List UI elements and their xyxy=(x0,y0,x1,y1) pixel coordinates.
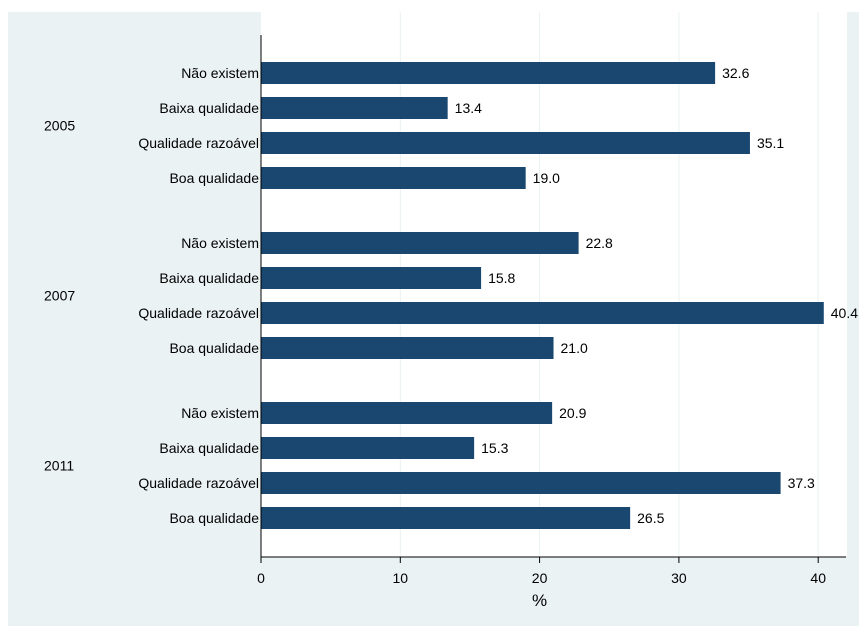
bar-2007-0 xyxy=(261,232,579,254)
category-label-2011-3: Boa qualidade xyxy=(169,510,259,526)
value-label-2007-0: 22.8 xyxy=(586,235,613,251)
value-label-2011-3: 26.5 xyxy=(637,510,664,526)
category-label-2005-0: Não existem xyxy=(181,65,259,81)
category-label-2007-3: Boa qualidade xyxy=(169,340,259,356)
category-labels: Não existem Baixa qualidade Qualidade razo… xyxy=(138,65,259,526)
group-label-2007: 2007 xyxy=(44,288,75,304)
group-label-2011: 2011 xyxy=(44,458,74,474)
category-label-2011-0: Não existem xyxy=(181,405,259,421)
category-label-2007-1: Baixa qualidade xyxy=(159,270,259,286)
category-label-2011-2: Qualidade razoável xyxy=(138,475,259,491)
category-label-2007-0: Não existem xyxy=(181,235,259,251)
bar-2005-2 xyxy=(261,132,750,154)
category-label-2005-1: Baixa qualidade xyxy=(159,100,259,116)
x-ticks: 0 10 20 30 40 xyxy=(257,557,826,586)
x-tick-label-10: 10 xyxy=(393,570,409,586)
axes xyxy=(260,35,847,558)
x-tick-label-30: 30 xyxy=(671,570,687,586)
bar-2005-1 xyxy=(261,97,448,119)
bar-2011-2 xyxy=(261,472,781,494)
value-label-2005-2: 35.1 xyxy=(757,135,784,151)
value-label-2011-0: 20.9 xyxy=(559,405,586,421)
category-label-2007-2: Qualidade razoável xyxy=(138,305,259,321)
category-label-2005-3: Boa qualidade xyxy=(169,170,259,186)
value-label-2007-1: 15.8 xyxy=(488,270,515,286)
bar-2007-3 xyxy=(261,337,554,359)
x-tick-label-40: 40 xyxy=(810,570,826,586)
x-tick-label-0: 0 xyxy=(257,570,265,586)
x-axis-label: % xyxy=(532,591,547,610)
value-label-2007-2: 40.4 xyxy=(831,305,858,321)
group-labels: 2005 2007 2011 xyxy=(44,118,75,474)
bar-2007-2 xyxy=(261,302,824,324)
bar-2011-1 xyxy=(261,437,475,459)
bar-2011-0 xyxy=(261,402,553,424)
bars xyxy=(261,62,824,529)
group-label-2005: 2005 xyxy=(44,118,75,134)
value-label-2011-1: 15.3 xyxy=(481,440,508,456)
category-label-2011-1: Baixa qualidade xyxy=(159,440,259,456)
value-labels: 32.6 13.4 35.1 19.0 22.8 15.8 40.4 21.0 20.9 15.3… xyxy=(455,65,859,526)
value-label-2005-1: 13.4 xyxy=(455,100,482,116)
bar-2007-1 xyxy=(261,267,482,289)
value-label-2005-3: 19.0 xyxy=(533,170,560,186)
bar-2011-3 xyxy=(261,507,631,529)
x-tick-label-20: 20 xyxy=(532,570,548,586)
value-label-2011-2: 37.3 xyxy=(788,475,815,491)
category-label-2005-2: Qualidade razoável xyxy=(138,135,259,151)
value-label-2005-0: 32.6 xyxy=(722,65,749,81)
bar-2005-3 xyxy=(261,167,526,189)
value-label-2007-3: 21.0 xyxy=(561,340,588,356)
bar-2005-0 xyxy=(261,62,716,84)
